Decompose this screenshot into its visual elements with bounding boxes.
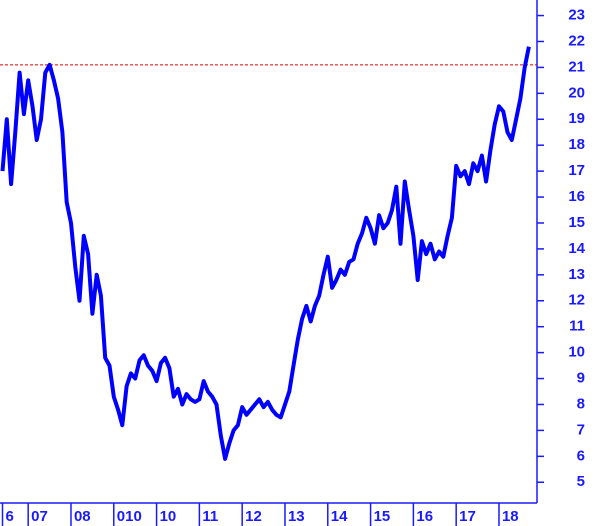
x-tick-label: 14: [331, 508, 348, 525]
y-tick-label: 7: [577, 421, 585, 438]
y-tick-label: 22: [568, 32, 585, 49]
x-tick-label: 13: [288, 508, 305, 525]
y-tick-label: 11: [569, 318, 585, 335]
y-tick-label: 5: [577, 473, 585, 490]
price-line: [0, 46, 531, 461]
x-tick-label: 010: [117, 508, 142, 525]
y-tick-label: 16: [568, 188, 585, 205]
y-tick-label: 8: [577, 395, 585, 412]
y-tick-label: 12: [568, 292, 585, 309]
x-tick-label: 17: [459, 508, 476, 525]
x-tick-label: 10: [160, 508, 177, 525]
x-tick-label: 07: [31, 508, 48, 525]
x-tick-label: 12: [245, 508, 262, 525]
x-tick-label: 08: [74, 508, 91, 525]
x-tick-label: 15: [374, 508, 391, 525]
y-tick-label: 13: [568, 266, 585, 283]
x-tick-label: 11: [202, 508, 218, 525]
y-tick-label: 20: [568, 84, 585, 101]
y-tick-label: 14: [568, 240, 585, 257]
y-tick-label: 10: [568, 344, 585, 361]
y-tick-label: 9: [577, 370, 585, 387]
y-tick-label: 6: [577, 447, 585, 464]
y-tick-label: 23: [568, 7, 585, 24]
y-tick-label: 19: [568, 110, 585, 127]
x-tick-label: 18: [502, 508, 519, 525]
y-tick-label: 18: [568, 136, 585, 153]
y-tick-label: 21: [568, 58, 585, 75]
x-tick-label: 16: [416, 508, 433, 525]
y-tick-label: 17: [568, 162, 585, 179]
y-tick-label: 15: [568, 214, 585, 231]
x-tick-label: 6: [6, 508, 14, 525]
